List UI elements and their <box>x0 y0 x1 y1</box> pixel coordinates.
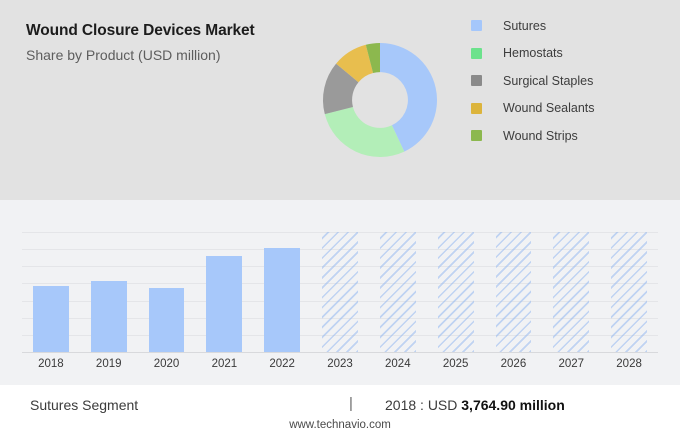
legend-item-surgical-staples[interactable]: Surgical Staples <box>471 67 671 95</box>
legend-swatch-icon <box>471 47 482 59</box>
bar-chart-plot: 2018 2019 2020 2021 2022 2023 2024 2025 2026 2027… <box>22 232 658 370</box>
legend-swatch-icon <box>471 20 482 32</box>
legend-label: Wound Strips <box>503 128 578 143</box>
footer-value: 2018 : USD 3,764.90 million <box>385 397 565 413</box>
bar-chart-panel: 2018 2019 2020 2021 2022 2023 2024 2025 2026 2027… <box>0 200 680 385</box>
forecast-bar-2024[interactable] <box>379 232 416 352</box>
legend-item-wound-sealants[interactable]: Wound Sealants <box>471 95 671 123</box>
footer: Sutures Segment | 2018 : USD 3,764.90 mi… <box>0 385 680 440</box>
legend-label: Sutures <box>503 18 547 33</box>
footer-segment-label: Sutures Segment <box>30 397 139 413</box>
x-axis-label-2020: 2020 <box>153 358 180 370</box>
donut-slice-wound-sealants[interactable] <box>336 44 374 83</box>
x-axis-label-2022: 2022 <box>269 358 295 370</box>
donut-chart-svg <box>323 43 437 157</box>
forecast-bar-2028[interactable] <box>611 232 647 352</box>
legend-item-sutures[interactable]: Sutures <box>471 12 671 40</box>
x-axis-label-2027: 2027 <box>558 358 585 370</box>
bar-2020[interactable] <box>148 288 185 352</box>
forecast-bar-2026[interactable] <box>495 232 532 352</box>
forecast-bar-2027[interactable] <box>553 232 590 352</box>
bar-2018[interactable] <box>32 286 69 352</box>
donut-chart <box>315 35 445 165</box>
footer-value-prefix: 2018 : USD <box>385 397 462 413</box>
legend-item-hemostats[interactable]: Hemostats <box>471 40 671 68</box>
x-axis-line <box>22 352 658 353</box>
legend-swatch-icon <box>471 75 482 87</box>
x-axis-label-2023: 2023 <box>327 358 353 370</box>
legend-swatch-icon <box>471 130 482 142</box>
header-band: Wound Closure Devices Market Share by Pr… <box>0 0 680 200</box>
x-axis-label-2021: 2021 <box>211 358 238 370</box>
x-axis-label-2024: 2024 <box>385 358 411 370</box>
legend-item-wound-strips[interactable]: Wound Strips <box>471 122 671 150</box>
x-axis-label-2025: 2025 <box>442 358 469 370</box>
legend-label: Hemostats <box>503 46 563 61</box>
x-axis-label-2026: 2026 <box>500 358 527 370</box>
page-subtitle: Share by Product (USD million) <box>26 47 221 63</box>
forecast-bar-2023[interactable] <box>322 232 358 352</box>
footer-url: www.technavio.com <box>289 419 391 431</box>
legend: Sutures Hemostats Surgical Staples Wound… <box>471 12 671 150</box>
footer-divider: | <box>349 395 353 412</box>
x-axis-label-2028: 2028 <box>616 358 642 370</box>
x-axis-label-2018: 2018 <box>38 358 64 370</box>
bar-2022[interactable] <box>264 247 301 352</box>
legend-label: Surgical Staples <box>503 73 594 88</box>
legend-swatch-icon <box>471 102 482 114</box>
forecast-bar-2025[interactable] <box>437 232 474 352</box>
x-axis-label-2019: 2019 <box>95 358 122 370</box>
donut-slice-surgical-staples[interactable] <box>323 63 359 115</box>
donut-slice-sutures[interactable] <box>380 43 437 152</box>
legend-label: Wound Sealants <box>503 101 595 116</box>
donut-slice-hemostats[interactable] <box>324 106 405 157</box>
donut-slice-wound-strips[interactable] <box>365 43 380 73</box>
bar-2021[interactable] <box>206 256 243 352</box>
footer-value-number: 3,764.90 million <box>461 397 565 413</box>
page-title: Wound Closure Devices Market <box>26 22 255 39</box>
bar-2019[interactable] <box>90 281 127 352</box>
